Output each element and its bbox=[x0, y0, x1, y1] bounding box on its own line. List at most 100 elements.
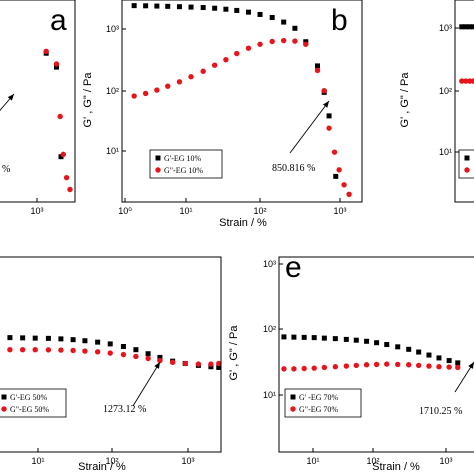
data-point bbox=[436, 355, 442, 361]
y-tick-label: 10² bbox=[106, 86, 119, 96]
data-point bbox=[353, 337, 359, 343]
data-point bbox=[176, 4, 182, 10]
plot-frame bbox=[121, 0, 363, 203]
y-tick-label: 10¹ bbox=[439, 147, 452, 157]
data-point bbox=[176, 79, 183, 85]
data-point bbox=[426, 363, 432, 369]
legend-label: G' -EG 70% bbox=[299, 393, 339, 402]
legend-marker bbox=[155, 167, 161, 173]
data-point bbox=[281, 19, 287, 25]
data-point bbox=[291, 334, 297, 340]
data-point bbox=[343, 363, 350, 369]
data-point bbox=[346, 191, 352, 198]
data-point bbox=[58, 347, 64, 353]
data-point bbox=[107, 341, 113, 347]
data-point bbox=[257, 11, 263, 17]
data-point bbox=[321, 335, 327, 341]
data-point bbox=[446, 364, 452, 370]
y-axis-label: G' , G" / Pa bbox=[82, 72, 94, 128]
x-tick-label: 10³ bbox=[333, 206, 346, 216]
data-point bbox=[280, 37, 287, 44]
data-point bbox=[315, 63, 321, 69]
data-point bbox=[446, 358, 452, 364]
y-tick-label: 10¹ bbox=[263, 390, 276, 400]
data-point bbox=[384, 342, 390, 348]
data-point bbox=[245, 45, 252, 51]
annotation: 1710.25 % bbox=[419, 361, 474, 417]
data-point bbox=[257, 41, 263, 47]
x-axis-label: Strain / % bbox=[372, 461, 420, 473]
panel-a: 10³ a% bbox=[0, 0, 76, 216]
legend-label: G"-EG 10% bbox=[164, 166, 203, 175]
data-point bbox=[333, 173, 339, 179]
legend-box bbox=[284, 388, 362, 418]
x-axis-label: Strain / % bbox=[219, 217, 267, 229]
data-point bbox=[70, 337, 76, 343]
legend-label: G'-EG 50% bbox=[10, 393, 48, 402]
data-point bbox=[94, 349, 101, 355]
legend: G'-EG 10% G"-EG 10% bbox=[149, 149, 223, 179]
annotation-arrow-head bbox=[468, 362, 474, 369]
plot-frame bbox=[454, 0, 474, 203]
legend-marker bbox=[464, 167, 470, 173]
data-point bbox=[143, 3, 149, 9]
series-1 bbox=[43, 50, 64, 160]
data-point bbox=[406, 362, 412, 368]
plot-frame bbox=[278, 256, 474, 453]
panel-part-4: 10¹ 10² 10³ Strain / % G'-EG 50% G"-EG 50% 127… bbox=[0, 256, 222, 473]
data-point bbox=[415, 362, 422, 369]
data-point bbox=[212, 5, 218, 11]
data-point bbox=[7, 335, 13, 341]
data-point bbox=[157, 354, 163, 360]
panel-e: 10¹ 10² 10³ 10¹ 10² 10³ Strain / % G' , G" / Pa… bbox=[228, 251, 474, 473]
plot-frame bbox=[0, 256, 222, 453]
data-point bbox=[459, 24, 465, 30]
data-point bbox=[292, 38, 298, 44]
data-point bbox=[373, 361, 380, 368]
data-point bbox=[188, 4, 194, 10]
data-point bbox=[200, 68, 206, 74]
data-point bbox=[332, 364, 339, 370]
series-2 bbox=[131, 37, 352, 198]
data-point bbox=[169, 359, 176, 365]
data-point bbox=[120, 343, 126, 349]
data-point bbox=[63, 174, 70, 181]
data-point bbox=[32, 335, 38, 341]
data-point bbox=[131, 93, 137, 99]
data-point bbox=[426, 352, 432, 358]
data-point bbox=[60, 151, 66, 158]
series-2 bbox=[43, 48, 73, 193]
data-point bbox=[195, 361, 202, 367]
series-1 bbox=[459, 24, 474, 30]
data-point bbox=[82, 338, 88, 344]
data-point bbox=[291, 366, 297, 372]
x-axis-label: Strain / % bbox=[78, 461, 126, 473]
panel-part-3: 10¹ 10² 10³ G' , G" / Pa bbox=[399, 0, 474, 203]
plot-area bbox=[43, 48, 73, 193]
data-point bbox=[281, 334, 287, 340]
data-point bbox=[314, 67, 321, 74]
panel-letter: a bbox=[50, 4, 67, 37]
data-point bbox=[406, 346, 412, 352]
panel-letter: e bbox=[285, 251, 302, 284]
data-point bbox=[32, 346, 38, 353]
y-tick-label: 10¹ bbox=[106, 146, 119, 156]
annotation-text: 1710.25 % bbox=[419, 406, 462, 417]
data-point bbox=[58, 154, 64, 160]
series-1 bbox=[7, 335, 221, 370]
data-point bbox=[223, 56, 229, 63]
y-tick-label: 10² bbox=[439, 86, 452, 96]
data-point bbox=[416, 349, 422, 355]
x-tick-label: 10² bbox=[105, 456, 118, 466]
plot-area bbox=[131, 3, 352, 198]
data-point bbox=[154, 3, 160, 9]
data-point bbox=[311, 365, 317, 371]
x-tick-label: 10³ bbox=[30, 206, 43, 216]
legend-label: G'-EG 10% bbox=[164, 154, 202, 163]
legend-box bbox=[458, 149, 474, 179]
data-point bbox=[19, 346, 26, 353]
data-point bbox=[292, 25, 298, 31]
data-point bbox=[301, 334, 307, 340]
y-axis-label: G' , G" / Pa bbox=[399, 72, 411, 128]
data-point bbox=[20, 335, 26, 341]
